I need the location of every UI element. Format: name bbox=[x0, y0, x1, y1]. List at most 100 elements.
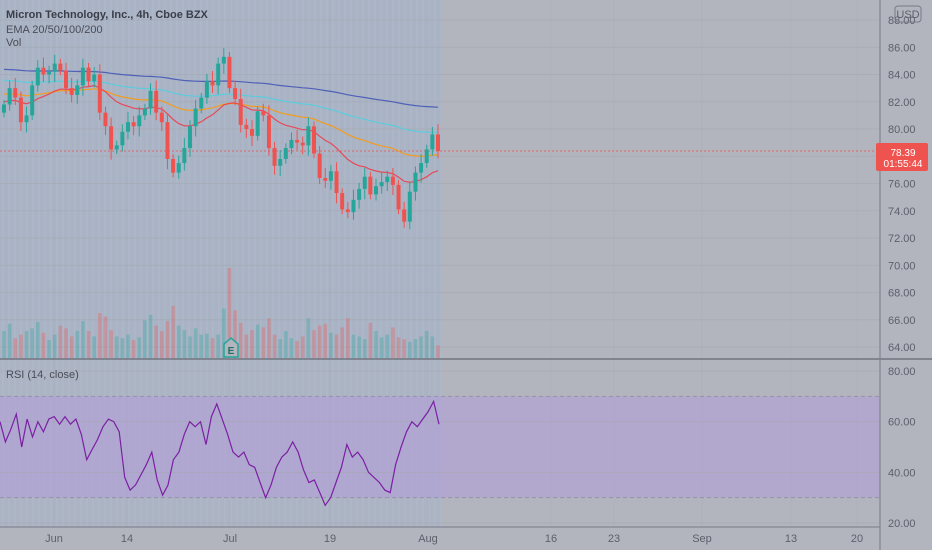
volume-bar bbox=[396, 337, 401, 358]
time-tick-label: Jun bbox=[45, 533, 63, 545]
candle-body bbox=[80, 67, 85, 86]
candle-body bbox=[18, 97, 23, 123]
volume-bar bbox=[238, 322, 243, 358]
price-tick-label: 74.00 bbox=[888, 206, 916, 218]
volume-bar bbox=[317, 325, 322, 358]
currency-badge-frame bbox=[894, 5, 922, 23]
candle-body bbox=[340, 193, 345, 210]
price-tick-label: 70.00 bbox=[888, 260, 916, 272]
last-price-value: 78.39 bbox=[890, 148, 915, 159]
volume-bar bbox=[362, 339, 367, 358]
candle-body bbox=[154, 90, 159, 113]
volume-bar bbox=[306, 318, 311, 358]
volume-bar bbox=[165, 321, 170, 358]
volume-bar bbox=[199, 334, 204, 358]
price-tick-label: 86.00 bbox=[888, 42, 916, 54]
volume-bar bbox=[24, 331, 29, 358]
volume-bar bbox=[176, 325, 181, 358]
volume-bar bbox=[413, 339, 418, 358]
candle-body bbox=[193, 108, 198, 127]
volume-legend[interactable]: Vol bbox=[6, 37, 21, 49]
volume-bar bbox=[430, 336, 435, 358]
volume-bar bbox=[391, 327, 395, 358]
candle-body bbox=[430, 134, 435, 150]
volume-bar bbox=[143, 320, 147, 358]
time-tick-label: 19 bbox=[324, 533, 336, 545]
volume-bar bbox=[340, 327, 344, 358]
volume-bar bbox=[424, 331, 429, 358]
volume-bar bbox=[205, 333, 209, 358]
candle-body bbox=[306, 126, 311, 146]
candle-body bbox=[182, 148, 187, 164]
time-tick-label: Aug bbox=[418, 533, 438, 545]
rsi-tick-label: 20.00 bbox=[888, 518, 916, 530]
volume-bar bbox=[126, 334, 130, 358]
candle-body bbox=[312, 126, 316, 154]
candle-body bbox=[199, 97, 204, 109]
candle-body bbox=[210, 81, 215, 86]
rsi-band bbox=[0, 396, 880, 498]
candle-body bbox=[7, 88, 12, 105]
candle-body bbox=[159, 112, 164, 123]
candlesticks bbox=[2, 47, 440, 230]
candle-body bbox=[266, 115, 271, 149]
volume-bar bbox=[36, 322, 40, 358]
ema-legend[interactable]: EMA 20/50/100/200 bbox=[6, 24, 103, 36]
rsi-legend[interactable]: RSI (14, close) bbox=[6, 369, 79, 381]
volume-bar bbox=[41, 332, 46, 358]
volume-bar bbox=[408, 341, 412, 358]
candle-body bbox=[142, 108, 147, 116]
volume-bar bbox=[47, 340, 51, 358]
history-highlight bbox=[0, 0, 442, 359]
time-axis[interactable]: Jun 14 Jul 19 Aug 16 23 Sep 13 20 bbox=[45, 533, 863, 545]
time-tick-label: Jul bbox=[223, 533, 237, 545]
candle-body bbox=[328, 171, 333, 181]
candle-body bbox=[69, 88, 74, 95]
candle-body bbox=[272, 148, 277, 166]
volume-bar bbox=[402, 339, 406, 358]
candle-body bbox=[148, 90, 153, 109]
volume-bar bbox=[222, 308, 226, 358]
volume-bar bbox=[154, 325, 158, 358]
candle-body bbox=[47, 71, 52, 75]
candle-body bbox=[2, 104, 6, 113]
volume-bar bbox=[295, 340, 299, 358]
volume-bar bbox=[92, 336, 96, 358]
candle-body bbox=[261, 111, 266, 116]
candle-body bbox=[86, 67, 91, 82]
rsi-axis[interactable]: 20.00 40.00 60.00 80.00 bbox=[888, 366, 916, 530]
volume-bar bbox=[244, 334, 249, 358]
candle-body bbox=[334, 171, 339, 194]
candle-body bbox=[137, 115, 142, 127]
symbol-title[interactable]: Micron Technology, Inc., 4h, Cboe BZX bbox=[6, 9, 209, 21]
candle-body bbox=[368, 176, 373, 195]
earnings-marker[interactable]: E bbox=[223, 337, 239, 358]
price-tick-label: 72.00 bbox=[888, 233, 916, 245]
candle-body bbox=[255, 111, 260, 136]
price-tick-label: 68.00 bbox=[888, 288, 916, 300]
candle-body bbox=[300, 142, 305, 146]
candle-body bbox=[407, 191, 412, 222]
price-axis[interactable]: 64.0066.0068.0070.0072.0074.0076.0078.00… bbox=[888, 15, 916, 354]
volume-bar bbox=[81, 321, 85, 358]
volume-bar bbox=[148, 314, 153, 358]
volume-bar bbox=[272, 334, 277, 358]
last-price-tag: 78.39 01:55:44 bbox=[876, 143, 928, 171]
candle-body bbox=[52, 63, 57, 72]
volume-bar bbox=[69, 336, 74, 358]
candle-body bbox=[131, 122, 136, 127]
volume-bar bbox=[233, 310, 237, 358]
volume-bar bbox=[351, 334, 356, 358]
candle-body bbox=[362, 176, 367, 189]
volume-bar bbox=[250, 330, 254, 358]
currency-badge[interactable]: USD bbox=[896, 9, 919, 21]
earnings-marker-label: E bbox=[228, 346, 235, 357]
candle-body bbox=[402, 209, 407, 222]
candle-body bbox=[165, 122, 170, 159]
candle-body bbox=[289, 139, 294, 149]
volume-bar bbox=[323, 323, 328, 358]
candle-body bbox=[30, 85, 35, 116]
price-tick-label: 64.00 bbox=[888, 342, 916, 354]
candle-body bbox=[233, 88, 238, 100]
